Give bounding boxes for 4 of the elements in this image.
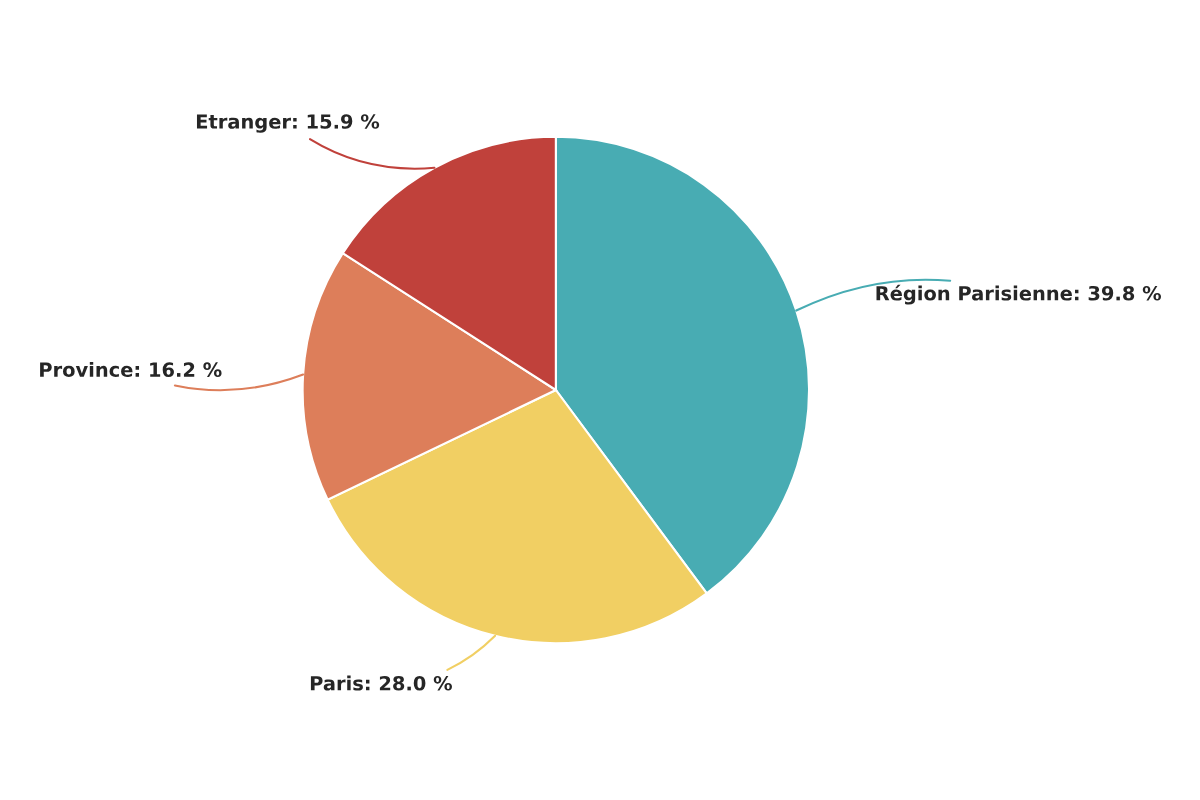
slice-label: Province: 16.2 % bbox=[40, 361, 222, 378]
slice-label: Paris: 28.0 % bbox=[310, 675, 452, 691]
slice-label: Région Parisienne: 39.8 % bbox=[876, 284, 1161, 305]
slice-label: Etranger: 15.9 % bbox=[196, 114, 380, 133]
